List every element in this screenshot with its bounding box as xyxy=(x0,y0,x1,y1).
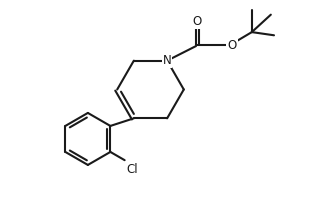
Text: N: N xyxy=(163,54,172,67)
Text: Cl: Cl xyxy=(126,163,138,176)
Text: O: O xyxy=(193,15,202,28)
Text: O: O xyxy=(228,39,236,52)
